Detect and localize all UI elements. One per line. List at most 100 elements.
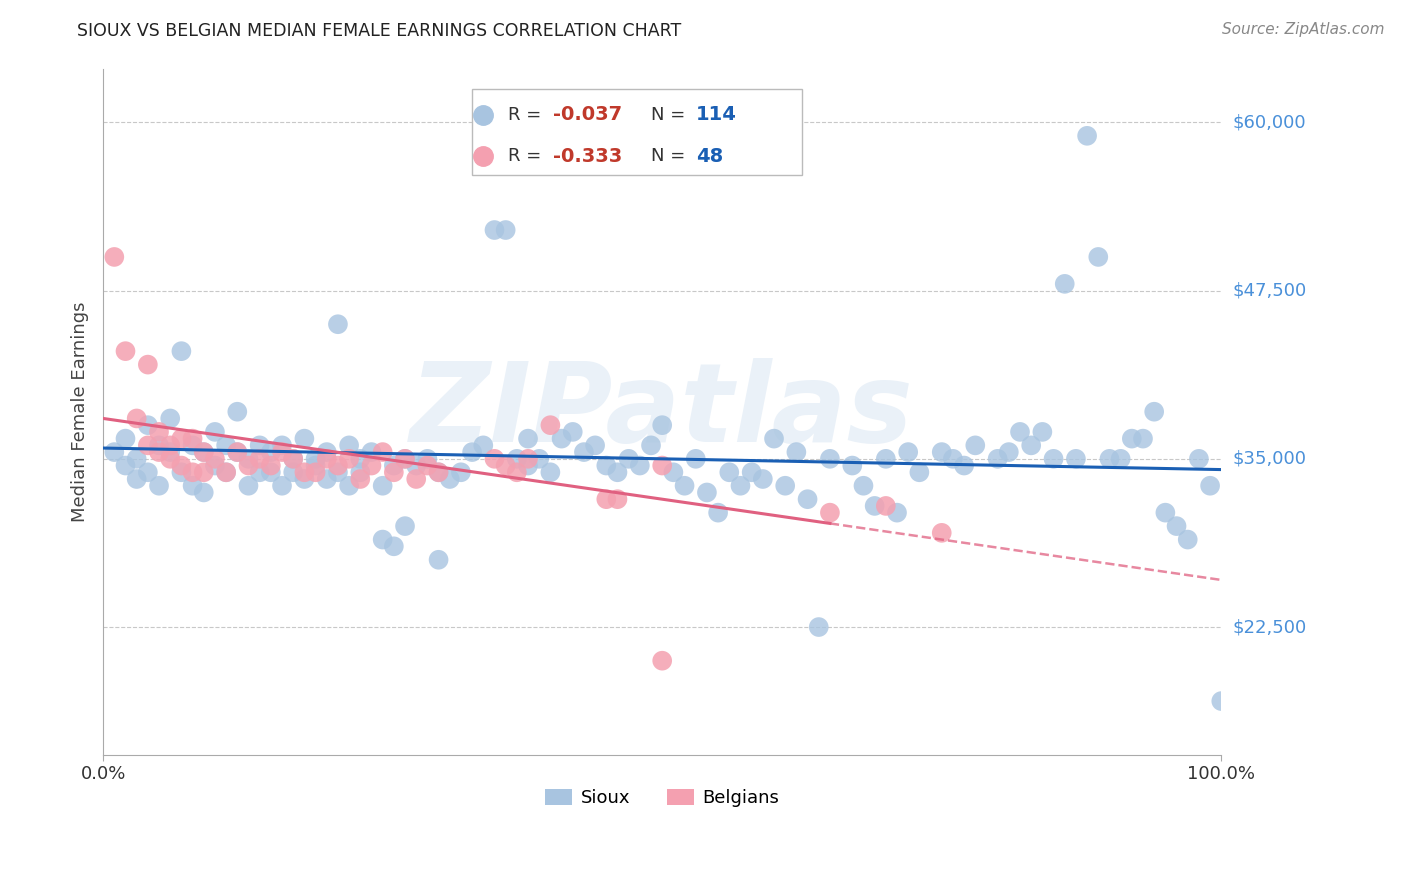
Point (908, 465, 931, 479)
Point (1076, 128, 1098, 143)
Text: -0.037: -0.037 (553, 105, 621, 124)
Point (931, 525, 953, 540)
Point (1132, 432, 1154, 446)
Point (271, 445, 294, 459)
Point (204, 451, 226, 466)
Point (572, 445, 595, 459)
Point (103, 445, 125, 459)
Point (1166, 519, 1188, 533)
Point (260, 465, 283, 479)
Point (249, 451, 271, 466)
FancyBboxPatch shape (472, 89, 801, 175)
Text: -0.333: -0.333 (553, 146, 621, 166)
Point (226, 445, 249, 459)
Point (506, 451, 529, 466)
Point (382, 465, 405, 479)
Point (484, 223, 506, 237)
Point (170, 432, 193, 446)
Point (1087, 250, 1109, 264)
Point (260, 458, 283, 473)
Point (238, 479, 260, 493)
Point (304, 458, 326, 473)
Point (606, 492, 628, 507)
Point (517, 432, 540, 446)
Point (170, 465, 193, 479)
Point (125, 451, 148, 466)
Point (136, 358, 159, 372)
Point (796, 492, 818, 507)
Text: Source: ZipAtlas.com: Source: ZipAtlas.com (1222, 22, 1385, 37)
Point (987, 451, 1010, 466)
Point (651, 418, 673, 433)
Point (181, 438, 204, 452)
Point (427, 465, 450, 479)
Point (818, 506, 841, 520)
Point (159, 411, 181, 425)
Point (125, 472, 148, 486)
Text: $60,000: $60,000 (1233, 113, 1306, 131)
Point (1109, 451, 1132, 466)
Point (371, 479, 394, 493)
Point (875, 451, 897, 466)
Point (953, 458, 976, 473)
Point (159, 438, 181, 452)
Point (181, 432, 204, 446)
Point (215, 438, 238, 452)
Text: 114: 114 (696, 105, 737, 124)
Point (875, 499, 897, 513)
Point (807, 620, 830, 634)
Point (226, 445, 249, 459)
Text: $47,500: $47,500 (1233, 282, 1306, 300)
Y-axis label: Median Female Earnings: Median Female Earnings (72, 301, 89, 522)
Point (506, 465, 529, 479)
Point (495, 223, 517, 237)
Point (315, 445, 337, 459)
Point (215, 465, 238, 479)
Point (495, 458, 517, 473)
Point (538, 418, 561, 433)
Point (741, 465, 763, 479)
Point (292, 472, 315, 486)
Point (304, 451, 326, 466)
Point (841, 458, 863, 473)
Point (114, 458, 136, 473)
Point (382, 458, 405, 473)
Point (606, 465, 628, 479)
Point (193, 485, 215, 500)
Text: SIOUX VS BELGIAN MEDIAN FEMALE EARNINGS CORRELATION CHART: SIOUX VS BELGIAN MEDIAN FEMALE EARNINGS … (77, 22, 682, 40)
Point (1064, 451, 1087, 466)
Point (416, 451, 439, 466)
Point (863, 499, 886, 513)
Point (818, 451, 841, 466)
Point (283, 465, 305, 479)
Point (785, 445, 807, 459)
Point (1188, 451, 1211, 466)
Point (595, 492, 617, 507)
Text: $35,000: $35,000 (1233, 450, 1306, 467)
Point (1053, 277, 1076, 291)
Point (181, 465, 204, 479)
Point (337, 451, 360, 466)
Point (326, 465, 349, 479)
Point (360, 445, 382, 459)
Point (249, 465, 271, 479)
Point (226, 405, 249, 419)
Point (439, 472, 461, 486)
Text: R =: R = (508, 147, 547, 165)
Point (326, 317, 349, 331)
Point (640, 438, 662, 452)
Point (685, 451, 707, 466)
Point (1008, 425, 1031, 439)
Point (595, 458, 617, 473)
Point (181, 479, 204, 493)
Point (1177, 533, 1199, 547)
Point (193, 445, 215, 459)
Point (204, 458, 226, 473)
Point (159, 451, 181, 466)
Point (405, 472, 427, 486)
Point (718, 465, 741, 479)
Point (1211, 694, 1233, 708)
Point (148, 445, 170, 459)
Point (628, 458, 651, 473)
Text: $22,500: $22,500 (1233, 618, 1306, 636)
